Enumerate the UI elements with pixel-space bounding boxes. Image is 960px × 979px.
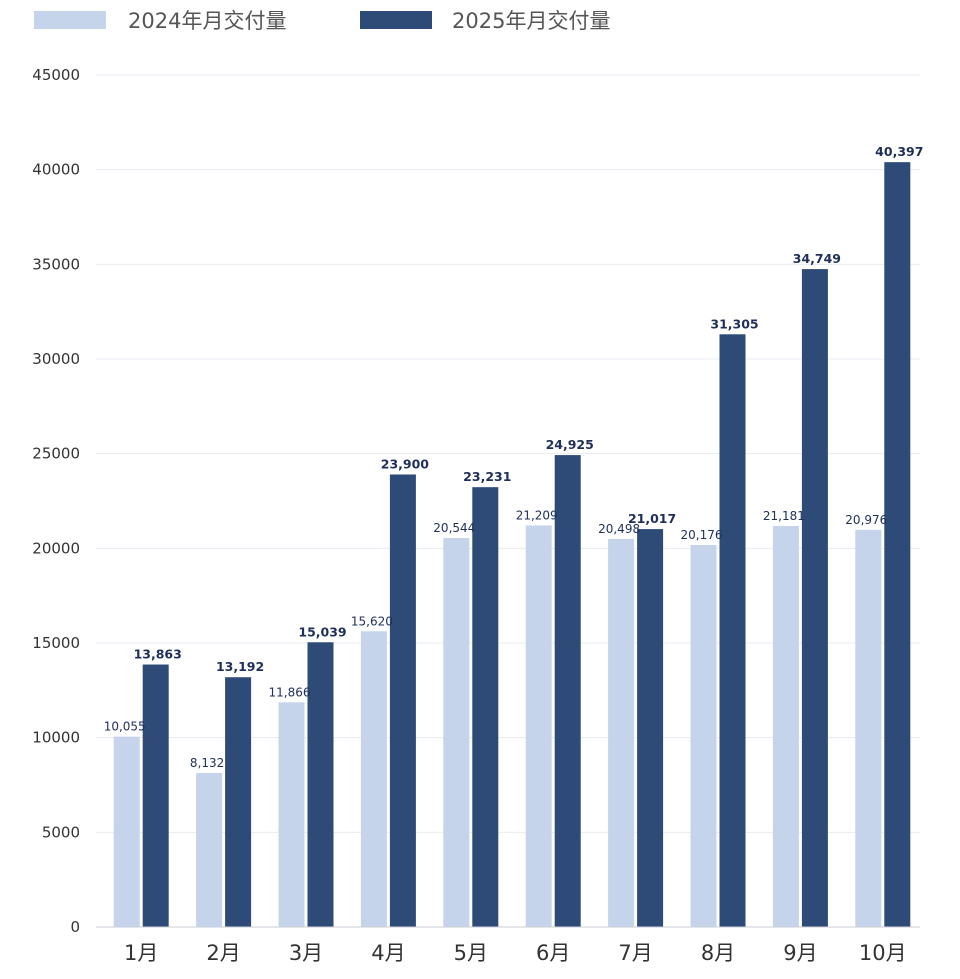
x-tick-label: 10月 xyxy=(859,941,907,965)
legend-swatch-2025 xyxy=(360,11,432,29)
y-tick-label: 20000 xyxy=(32,539,80,557)
x-tick-label: 2月 xyxy=(206,941,240,965)
data-label-2025: 24,925 xyxy=(546,437,594,452)
y-tick-label: 40000 xyxy=(32,161,80,179)
bar-2024 xyxy=(608,538,635,927)
data-label-2025: 21,017 xyxy=(628,511,676,526)
x-tick-label: 1月 xyxy=(124,941,158,965)
bars xyxy=(113,162,911,928)
bar-2024 xyxy=(196,773,223,927)
y-tick-label: 15000 xyxy=(32,634,80,652)
y-tick-label: 25000 xyxy=(32,445,80,463)
legend-label-2025: 2025年月交付量 xyxy=(452,9,610,33)
bar-2024 xyxy=(690,545,717,927)
bar-2025 xyxy=(307,642,334,927)
y-tick-label: 30000 xyxy=(32,350,80,368)
y-tick-label: 45000 xyxy=(32,66,80,84)
y-tick-label: 5000 xyxy=(42,823,80,841)
data-label-2024: 8,132 xyxy=(190,756,224,770)
bar-2024 xyxy=(360,631,387,927)
data-label-2024: 20,544 xyxy=(433,521,475,535)
bar-2025 xyxy=(142,664,169,927)
bar-2024 xyxy=(278,702,305,927)
data-label-2025: 15,039 xyxy=(298,624,346,639)
data-label-2024: 20,976 xyxy=(845,513,887,527)
bar-value-labels: 10,055 13,863 8,132 13,192 11,866 15,039 15,62… xyxy=(104,144,924,770)
x-tick-label: 5月 xyxy=(454,941,488,965)
data-label-2025: 34,749 xyxy=(793,251,841,266)
bar-2025 xyxy=(884,162,911,927)
bar-2025 xyxy=(389,474,416,927)
bar-2025 xyxy=(637,529,664,927)
bar-2025 xyxy=(225,677,252,927)
x-tick-label: 7月 xyxy=(618,941,652,965)
data-label-2024: 21,209 xyxy=(516,508,558,522)
bar-2024 xyxy=(772,525,799,927)
data-label-2024: 20,498 xyxy=(598,522,640,536)
data-label-2025: 13,863 xyxy=(134,647,182,662)
x-tick-label: 8月 xyxy=(701,941,735,965)
bar-2025 xyxy=(719,334,746,927)
y-tick-label: 10000 xyxy=(32,729,80,747)
x-tick-label: 4月 xyxy=(371,941,405,965)
bar-2024 xyxy=(113,736,140,927)
data-label-2024: 21,181 xyxy=(763,509,805,523)
bar-2024 xyxy=(443,538,470,927)
data-label-2025: 40,397 xyxy=(875,144,923,159)
x-tick-label: 6月 xyxy=(536,941,570,965)
bar-2025 xyxy=(472,487,499,927)
bar-2025 xyxy=(554,455,581,927)
data-label-2025: 23,900 xyxy=(381,456,430,471)
data-label-2025: 31,305 xyxy=(710,316,758,331)
y-tick-label: 0 xyxy=(70,918,80,936)
y-axis: 0 5000 10000 15000 20000 25000 30000 35000 40000… xyxy=(32,66,80,936)
y-tick-label: 35000 xyxy=(32,255,80,273)
data-label-2025: 13,192 xyxy=(216,659,264,674)
bar-2025 xyxy=(801,269,828,928)
legend-swatch-2024 xyxy=(34,11,106,29)
bar-2024 xyxy=(525,525,552,927)
legend: 2024年月交付量 2025年月交付量 xyxy=(34,9,610,33)
x-tick-label: 9月 xyxy=(783,941,817,965)
data-label-2024: 11,866 xyxy=(269,685,311,699)
x-tick-label: 3月 xyxy=(289,941,323,965)
data-label-2024: 10,055 xyxy=(104,720,146,734)
data-label-2024: 20,176 xyxy=(681,528,723,542)
bar-2024 xyxy=(855,529,882,927)
legend-label-2024: 2024年月交付量 xyxy=(128,9,286,33)
x-axis: 1月 2月 3月 4月 5月 6月 7月 8月 9月 10月 xyxy=(96,926,920,965)
data-label-2025: 23,231 xyxy=(463,469,511,484)
data-label-2024: 15,620 xyxy=(351,614,393,628)
